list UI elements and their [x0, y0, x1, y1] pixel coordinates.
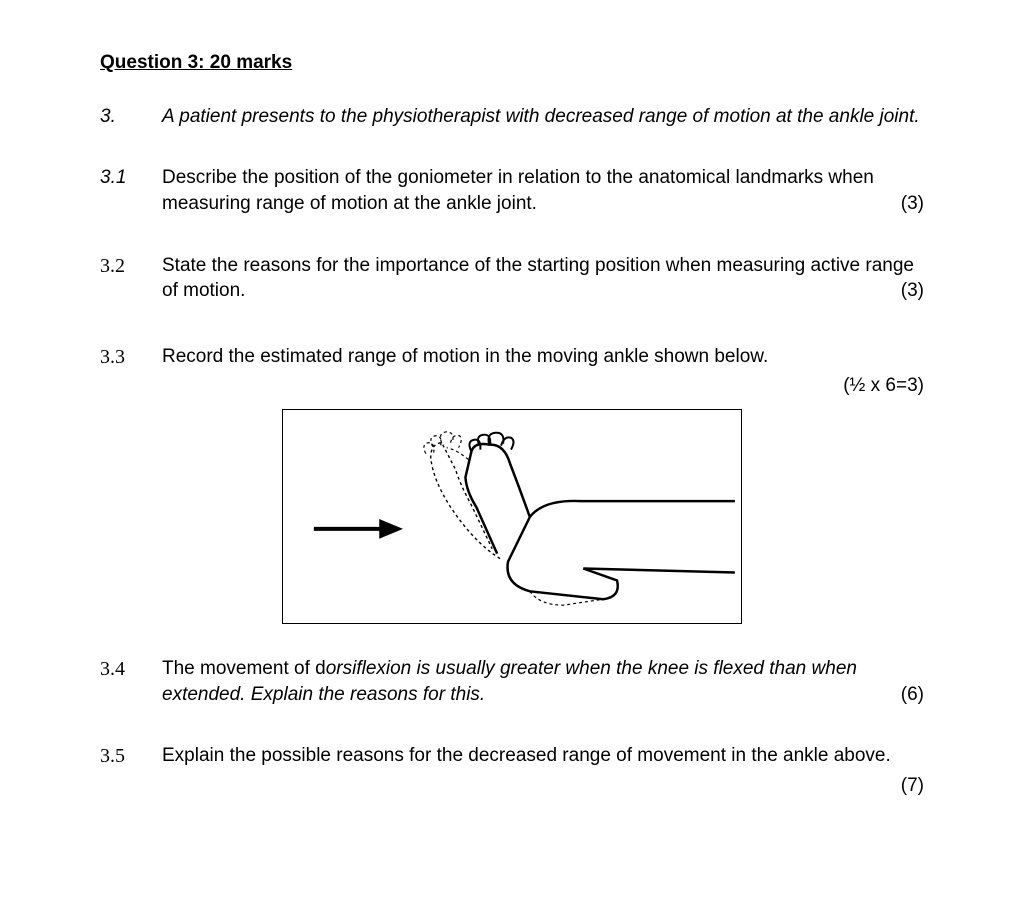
ankle-illustration [282, 409, 742, 624]
motion-dashed-link [447, 448, 469, 460]
qtext-3-1-body: Describe the position of the goniometer … [162, 167, 874, 214]
question-3-2: 3.2 State the reasons for the importance… [100, 253, 924, 304]
question-heading: Question 3: 20 marks [100, 50, 924, 76]
qtext-3-5-body: Explain the possible reasons for the dec… [162, 743, 924, 769]
ankle-svg [283, 410, 741, 623]
marks-3-5: (7) [162, 773, 924, 799]
qtext-3-3: Record the estimated range of motion in … [162, 344, 924, 399]
question-3: 3. A patient presents to the physiothera… [100, 104, 924, 130]
qnum-3-5: 3.5 [100, 743, 162, 798]
marks-3-1: (3) [901, 191, 924, 217]
motion-arrow-head [379, 519, 403, 539]
qtext-3-4: The movement of dorsiflexion is usually … [162, 656, 924, 707]
question-3-1: 3.1 Describe the position of the goniome… [100, 165, 924, 216]
qtext-3: A patient presents to the physiotherapis… [162, 104, 924, 130]
marks-3-3: (½ x 6=3) [162, 373, 924, 399]
qnum-3-4: 3.4 [100, 656, 162, 707]
qtext-3-1: Describe the position of the goniometer … [162, 165, 924, 216]
qtext-3-2: State the reasons for the importance of … [162, 253, 924, 304]
qnum-3-1: 3.1 [100, 165, 162, 216]
qnum-3: 3. [100, 104, 162, 130]
leg-outline [508, 501, 735, 599]
toe-dashed-4 [451, 436, 462, 448]
illustration-container [100, 409, 924, 624]
question-3-4: 3.4 The movement of dorsiflexion is usua… [100, 656, 924, 707]
marks-3-2: (3) [901, 278, 924, 304]
qtext-3-2-body: State the reasons for the importance of … [162, 255, 914, 302]
question-3-3: 3.3 Record the estimated range of motion… [100, 344, 924, 399]
toe-dashed-3 [424, 443, 434, 454]
question-3-5: 3.5 Explain the possible reasons for the… [100, 743, 924, 798]
marks-3-4: (6) [901, 682, 924, 708]
qtext-3-4-prefix: The movement of d [162, 658, 326, 679]
qnum-3-2: 3.2 [100, 253, 162, 304]
qtext-3-3-body: Record the estimated range of motion in … [162, 344, 924, 370]
qtext-3-5: Explain the possible reasons for the dec… [162, 743, 924, 798]
qnum-3-3: 3.3 [100, 344, 162, 399]
foot-dashed [431, 443, 500, 559]
